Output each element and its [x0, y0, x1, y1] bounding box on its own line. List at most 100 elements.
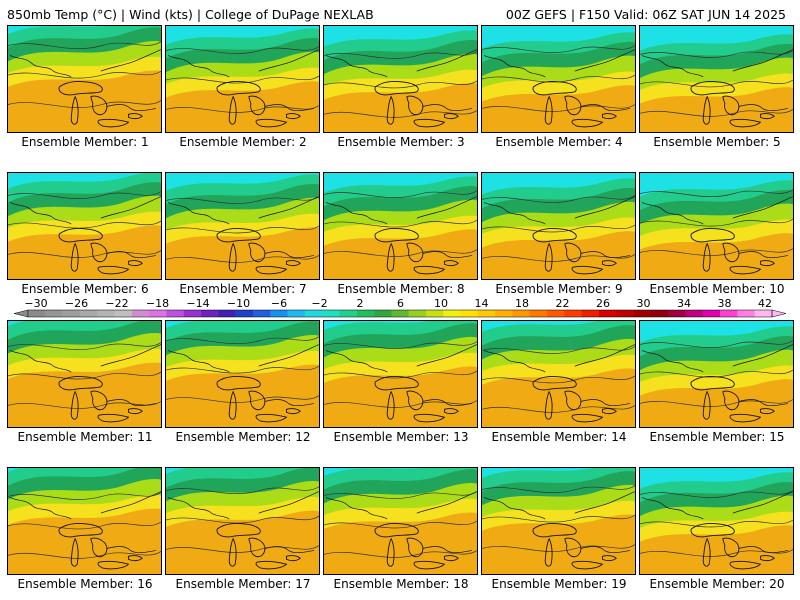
ensemble-member-map — [639, 172, 794, 280]
isoline — [166, 105, 319, 113]
colorbar-tick-label: −18 — [146, 297, 169, 310]
ensemble-member-label: Ensemble Member: 12 — [175, 430, 311, 444]
ensemble-member-map — [639, 25, 794, 133]
great-lakes-outline — [58, 228, 143, 275]
temperature-field — [8, 468, 161, 574]
colorbar-tick-label: 38 — [718, 297, 732, 310]
colorbar-tick-label: 2 — [357, 297, 364, 310]
great-lakes-outline — [58, 376, 143, 423]
colorbar-swatch — [201, 310, 219, 317]
colorbar-arrow-left — [13, 309, 29, 318]
great-lakes-outline — [216, 81, 301, 128]
colorbar-swatch — [270, 310, 288, 317]
temp-band — [8, 321, 161, 340]
border-outline — [641, 196, 793, 259]
colorbar-tick-label: 30 — [637, 297, 651, 310]
ensemble-member-label: Ensemble Member: 6 — [21, 282, 149, 296]
isoline — [324, 491, 477, 499]
temp-band — [324, 321, 477, 330]
colorbar-swatch — [685, 310, 704, 317]
ensemble-member-map — [323, 25, 478, 133]
temperature-field — [640, 468, 793, 574]
border-outline — [325, 491, 477, 554]
ensemble-member-label: Ensemble Member: 19 — [491, 577, 627, 591]
temp-band — [8, 468, 161, 486]
isoline — [8, 371, 161, 380]
temperature-field — [166, 173, 319, 279]
great-lakes-outline — [690, 81, 775, 128]
temp-band — [482, 26, 635, 49]
border-outline — [9, 491, 161, 554]
temp-band — [324, 468, 477, 476]
colorbar-swatch — [79, 310, 98, 317]
border-outline — [641, 344, 793, 407]
temp-band — [8, 173, 161, 189]
great-lakes-outline — [216, 228, 301, 275]
isoline — [8, 191, 161, 199]
colorbar-swatch — [218, 310, 236, 317]
border-outline — [483, 491, 635, 554]
ensemble-member-label: Ensemble Member: 7 — [179, 282, 307, 296]
temp-band — [166, 468, 319, 488]
isoline — [324, 190, 477, 198]
ensemble-member-map — [323, 320, 478, 428]
isoline — [640, 340, 793, 348]
colorbar-swatch — [425, 310, 444, 317]
isoline — [640, 109, 793, 117]
isoline — [640, 399, 793, 407]
temp-band — [166, 26, 319, 45]
isoline — [482, 346, 635, 354]
temp-band — [640, 468, 793, 489]
colorbar-swatch — [616, 310, 634, 317]
isoline — [324, 80, 477, 89]
colorbar-swatch — [668, 310, 686, 317]
colorbar-swatch — [183, 310, 202, 317]
colorbar-swatch — [598, 310, 617, 317]
isoline — [640, 519, 793, 528]
colorbar-swatch — [754, 310, 773, 317]
border-outline — [167, 49, 319, 112]
isoline — [166, 545, 319, 553]
colorbar-swatch — [62, 310, 81, 317]
ensemble-member-label: Ensemble Member: 16 — [17, 577, 153, 591]
temperature-field — [8, 321, 161, 427]
ensemble-member-label: Ensemble Member: 18 — [333, 577, 469, 591]
isoline — [324, 249, 477, 257]
isoline — [8, 492, 161, 500]
colorbar-tick-label: 18 — [515, 297, 529, 310]
temp-band — [482, 321, 635, 332]
colorbar-swatch — [339, 310, 358, 317]
isoline — [8, 551, 161, 559]
ensemble-member-map — [481, 25, 636, 133]
colorbar-swatch — [408, 310, 427, 317]
isoline — [166, 486, 319, 494]
colorbar-swatch — [97, 310, 115, 317]
border-outline — [9, 344, 161, 407]
isoline — [166, 395, 319, 403]
great-lakes-outline — [374, 228, 459, 275]
border-outline — [483, 49, 635, 112]
colorbar-swatch — [702, 310, 721, 317]
border-outline — [483, 344, 635, 407]
isoline — [166, 225, 319, 234]
border-outline — [483, 196, 635, 259]
colorbar-swatch — [495, 310, 513, 317]
colorbar-swatch — [322, 310, 340, 317]
temperature-colorbar: −30 −26 −22 −18 −14 −10 −6 −2 2 6 10 14 18 22 26 30 34 38… — [13, 297, 787, 318]
ensemble-member-map — [7, 25, 162, 133]
isoline — [8, 342, 161, 350]
temp-band — [640, 26, 793, 51]
colorbar-swatch — [166, 310, 185, 317]
colorbar-swatch — [650, 310, 669, 317]
border-outline — [167, 196, 319, 259]
great-lakes-outline — [690, 228, 775, 275]
isoline — [324, 520, 477, 529]
colorbar-swatch — [460, 310, 479, 317]
temp-band — [640, 173, 793, 197]
isoline — [8, 70, 161, 79]
colorbar-swatch — [720, 310, 738, 317]
great-lakes-outline — [532, 81, 617, 128]
ensemble-member-label: Ensemble Member: 11 — [17, 430, 153, 444]
colorbar-swatch — [374, 310, 392, 317]
colorbar-tick-label: 42 — [758, 297, 772, 310]
